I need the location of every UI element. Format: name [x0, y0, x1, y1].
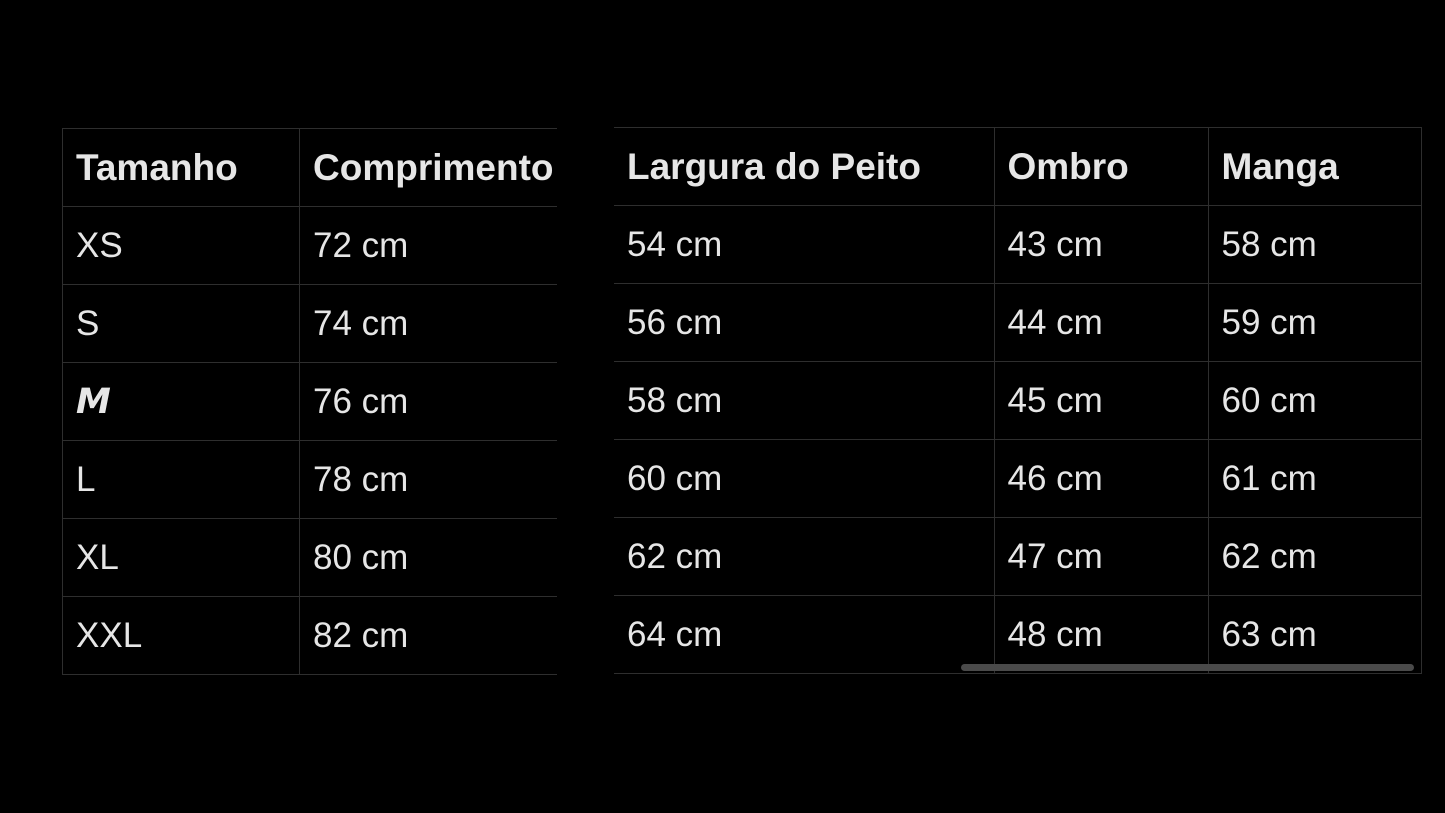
table-row: S 74 cm — [62, 284, 557, 363]
cell-size: M — [62, 362, 300, 441]
cell-shoulder: 45 cm — [993, 361, 1209, 440]
cell-size: XXL — [62, 596, 300, 675]
cell-length: 74 cm — [299, 284, 557, 363]
cell-sleeve: 60 cm — [1207, 361, 1422, 440]
cell-sleeve: 63 cm — [1207, 595, 1422, 674]
cell-length: 78 cm — [299, 440, 557, 519]
cell-size: S — [62, 284, 300, 363]
table-row: XL 80 cm — [62, 518, 557, 597]
cell-shoulder: 48 cm — [993, 595, 1209, 674]
cell-chest-width: 56 cm — [614, 283, 995, 362]
header-row: Largura do Peito Ombro Manga — [614, 127, 1422, 206]
cell-length: 72 cm — [299, 206, 557, 285]
cell-sleeve: 59 cm — [1207, 283, 1422, 362]
table-row: M 76 cm — [62, 362, 557, 441]
table-row: 60 cm 46 cm 61 cm — [614, 439, 1422, 518]
cell-sleeve: 61 cm — [1207, 439, 1422, 518]
cell-length: 80 cm — [299, 518, 557, 597]
cell-length: 82 cm — [299, 596, 557, 675]
cell-shoulder: 47 cm — [993, 517, 1209, 596]
cell-size: XL — [62, 518, 300, 597]
cell-chest-width: 54 cm — [614, 205, 995, 284]
table-row: 56 cm 44 cm 59 cm — [614, 283, 1422, 362]
table-row: 64 cm 48 cm 63 cm — [614, 595, 1422, 674]
size-table-left: Tamanho Comprimento XS 72 cm S 74 cm M 76 cm L… — [62, 128, 557, 675]
size-table-right: Largura do Peito Ombro Manga 54 cm 43 cm 5… — [614, 127, 1422, 674]
header-size: Tamanho — [62, 128, 300, 207]
cell-shoulder: 46 cm — [993, 439, 1209, 518]
cell-chest-width: 60 cm — [614, 439, 995, 518]
header-row: Tamanho Comprimento — [62, 128, 557, 207]
header-chest-width: Largura do Peito — [614, 127, 995, 206]
cell-shoulder: 43 cm — [993, 205, 1209, 284]
table-row: L 78 cm — [62, 440, 557, 519]
cell-sleeve: 62 cm — [1207, 517, 1422, 596]
table-row: 62 cm 47 cm 62 cm — [614, 517, 1422, 596]
cell-sleeve: 58 cm — [1207, 205, 1422, 284]
table-row: XXL 82 cm — [62, 596, 557, 675]
cell-size: XS — [62, 206, 300, 285]
cell-chest-width: 58 cm — [614, 361, 995, 440]
table-row: 58 cm 45 cm 60 cm — [614, 361, 1422, 440]
cell-length: 76 cm — [299, 362, 557, 441]
header-length: Comprimento — [299, 128, 557, 207]
cell-shoulder: 44 cm — [993, 283, 1209, 362]
horizontal-scrollbar[interactable] — [961, 664, 1414, 671]
header-shoulder: Ombro — [993, 127, 1209, 206]
cell-size: L — [62, 440, 300, 519]
table-row: XS 72 cm — [62, 206, 557, 285]
header-sleeve: Manga — [1207, 127, 1422, 206]
cell-chest-width: 64 cm — [614, 595, 995, 674]
left-table-viewport: Tamanho Comprimento XS 72 cm S 74 cm M 76 cm L… — [0, 0, 557, 813]
cell-chest-width: 62 cm — [614, 517, 995, 596]
table-row: 54 cm 43 cm 58 cm — [614, 205, 1422, 284]
